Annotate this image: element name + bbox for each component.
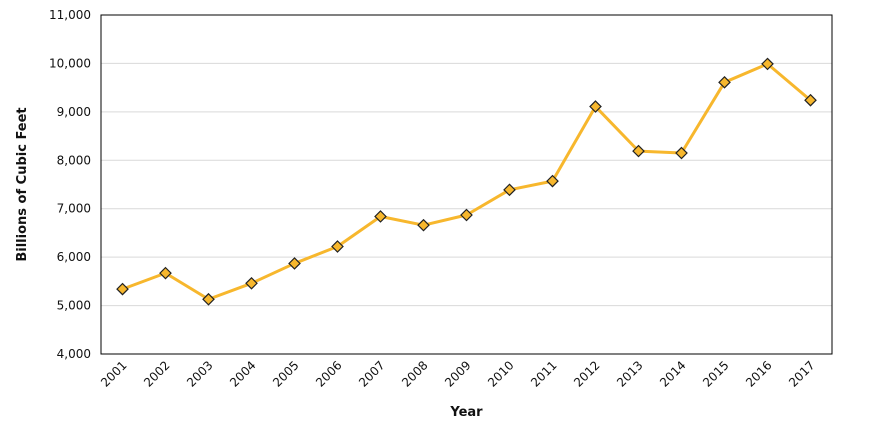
x-tick-label: 2014 — [657, 358, 688, 389]
y-tick-label: 7,000 — [57, 202, 91, 216]
series-line — [121, 62, 812, 301]
data-point-2008 — [417, 218, 430, 232]
x-tick-label: 2007 — [356, 358, 387, 389]
series-markers — [116, 57, 817, 306]
y-tick-label: 6,000 — [57, 250, 91, 264]
data-point-2013 — [632, 144, 645, 158]
y-tick-label: 4,000 — [57, 347, 91, 361]
x-tick-label: 2005 — [270, 358, 301, 389]
y-axis-title: Billions of Cubic Feet — [15, 107, 30, 261]
x-tick-label: 2009 — [442, 358, 473, 389]
data-point-2012 — [589, 100, 602, 113]
x-tick-label: 2015 — [700, 358, 731, 389]
data-point-2001 — [116, 282, 129, 296]
y-tick-label: 5,000 — [57, 299, 91, 313]
data-point-2010 — [503, 183, 516, 197]
x-tick-label: 2012 — [571, 358, 602, 389]
x-tick-label: 2006 — [313, 358, 344, 389]
data-point-2016 — [761, 57, 774, 71]
series-line-path — [121, 62, 812, 301]
data-point-2009 — [460, 208, 473, 222]
x-tick-label: 2003 — [184, 358, 215, 389]
y-axis-ticks: 4,000 5,000 6,000 7,000 8,000 9,000 10,000 11,0… — [49, 8, 91, 361]
x-tick-label: 2002 — [141, 358, 172, 389]
x-tick-label: 2010 — [485, 358, 516, 389]
x-axis-title: Year — [449, 405, 483, 420]
y-tick-label: 10,000 — [49, 56, 91, 70]
data-point-2006 — [331, 240, 344, 253]
x-tick-label: 2001 — [98, 358, 129, 389]
x-tick-label: 2016 — [743, 358, 774, 389]
y-tick-label: 11,000 — [49, 8, 91, 22]
data-point-2002 — [159, 266, 172, 280]
y-tick-label: 8,000 — [57, 153, 91, 167]
data-point-2011 — [546, 174, 559, 188]
data-point-2003 — [202, 292, 215, 306]
data-point-2014 — [675, 146, 688, 160]
x-tick-label: 2013 — [614, 358, 645, 389]
data-point-2015 — [718, 75, 731, 89]
data-point-2017 — [804, 93, 817, 107]
x-tick-label: 2004 — [227, 358, 258, 389]
data-point-2007 — [374, 210, 387, 223]
data-point-2005 — [288, 257, 301, 270]
y-tick-label: 9,000 — [57, 105, 91, 119]
x-tick-label: 2008 — [399, 358, 430, 389]
x-axis-ticks: 2001 2002 2003 2004 2005 2006 2007 2008 2009 2010… — [98, 358, 817, 389]
plot-frame — [100, 14, 833, 355]
x-tick-label: 2011 — [528, 358, 559, 389]
gridlines — [101, 62, 832, 307]
x-tick-label: 2017 — [786, 358, 817, 389]
data-point-2004 — [245, 276, 258, 290]
